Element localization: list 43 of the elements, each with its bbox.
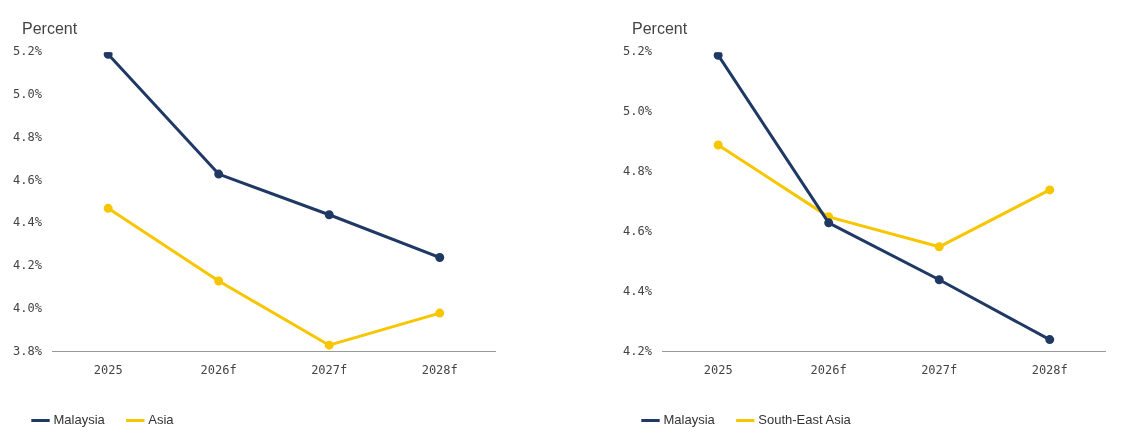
y-tick-label: 4.8% [12, 129, 43, 144]
y-tick-label: 4.0% [12, 300, 43, 315]
point [103, 203, 113, 213]
y-tick-label: 4.2% [622, 343, 653, 358]
y-tick-label: 4.6% [622, 223, 653, 238]
y-tick-label: 5.2% [12, 44, 43, 59]
point [1045, 335, 1055, 345]
y-tick-label: 4.6% [12, 172, 43, 187]
legend-label: South-East Asia [758, 412, 852, 428]
y-tick-label: 3.8% [12, 343, 43, 358]
point [324, 210, 334, 220]
point [214, 276, 224, 286]
y-tick-label: 4.4% [12, 215, 43, 230]
y-tick-label: 4.2% [12, 258, 43, 273]
y-tick-label: 5.0% [622, 104, 653, 119]
point [824, 218, 834, 228]
x-tick-label: 2028f [421, 362, 458, 377]
point [934, 242, 944, 252]
point [103, 52, 113, 59]
y-axis-title: Percent [21, 19, 79, 39]
legend-label: Malaysia [53, 412, 106, 428]
y-tick-label: 5.2% [622, 44, 653, 59]
x-tick-label: 2026f [200, 362, 237, 377]
x-tick-label: 2027f [311, 362, 348, 377]
legend-label: Malaysia [663, 412, 716, 428]
legend-label: Asia [148, 412, 175, 428]
point [324, 340, 334, 350]
y-axis-title: Percent [631, 19, 689, 39]
point [435, 308, 445, 318]
point [435, 253, 445, 262]
x-tick-label: 2028f [1031, 362, 1068, 377]
y-tick-label: 4.8% [622, 164, 653, 179]
point [713, 52, 723, 60]
x-tick-label: 2027f [921, 362, 958, 377]
point [1045, 185, 1055, 195]
x-tick-label: 2026f [810, 362, 847, 377]
point [713, 140, 723, 150]
x-tick-label: 2025 [93, 362, 123, 377]
point [934, 275, 944, 285]
y-tick-label: 4.4% [622, 283, 653, 298]
point [214, 169, 224, 179]
y-tick-label: 5.0% [12, 87, 43, 102]
x-tick-label: 2025 [703, 362, 733, 377]
